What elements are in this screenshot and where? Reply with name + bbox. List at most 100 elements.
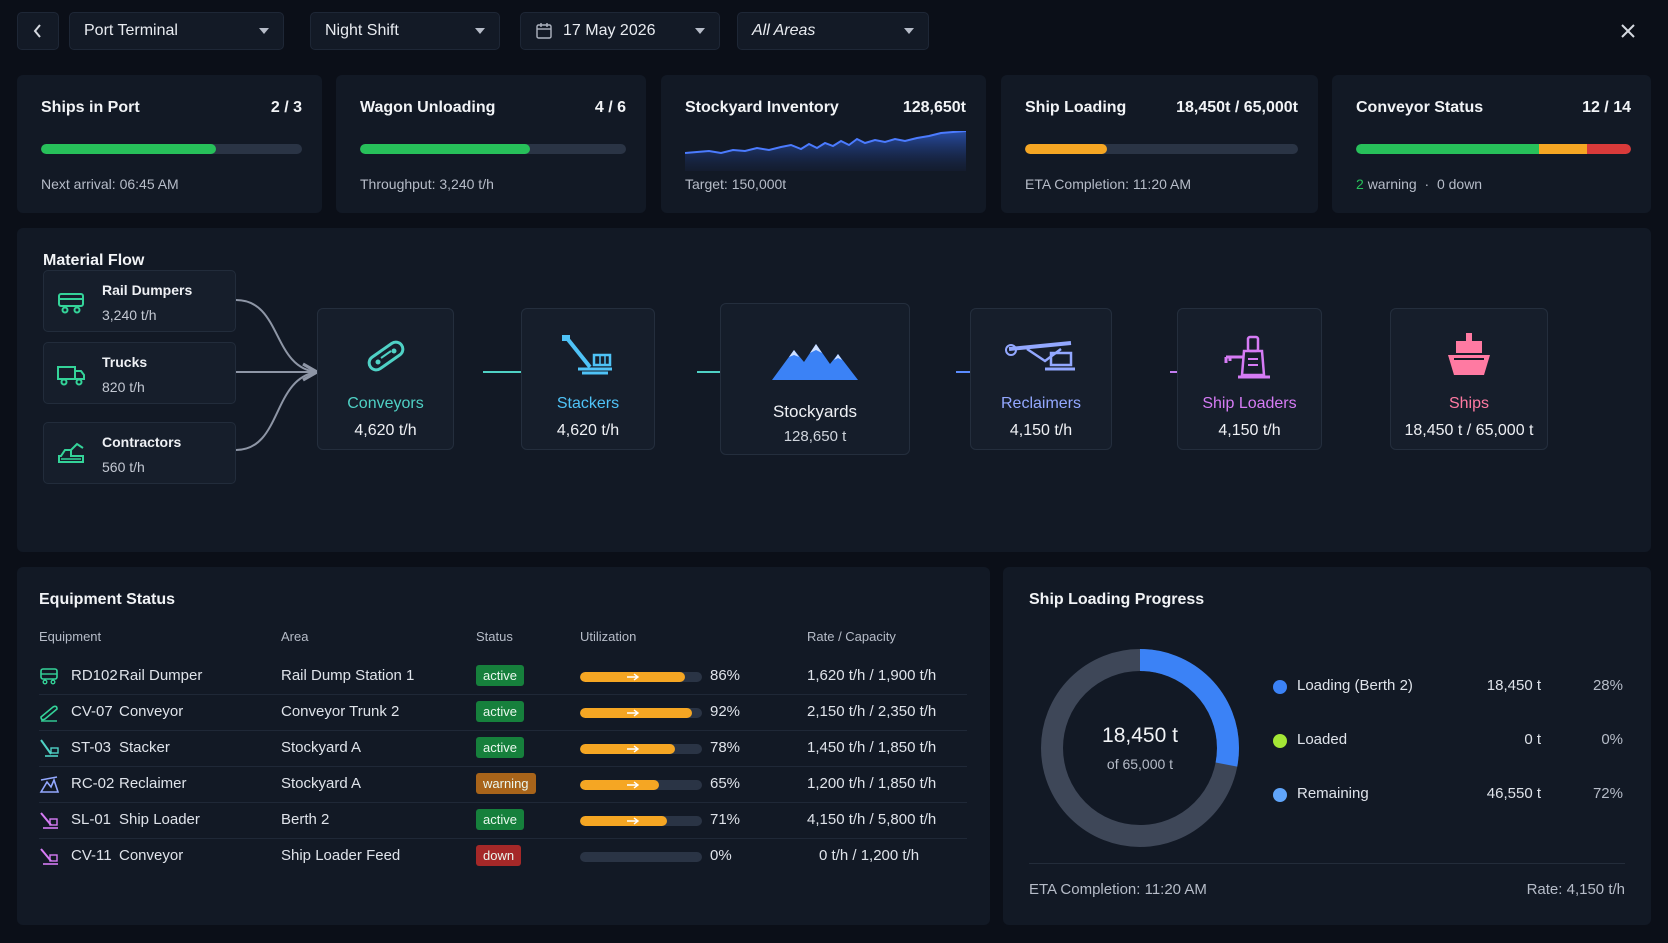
donut-center: 18,450 t of 65,000 t — [1039, 647, 1241, 849]
node-rate: 128,650 t — [783, 428, 847, 445]
source-rail-dumpers[interactable]: Rail Dumpers 3,240 t/h — [43, 270, 236, 332]
kpi-wagon-unloading[interactable]: Wagon Unloading 4 / 6 Throughput: 3,240 … — [336, 75, 646, 213]
shift-select[interactable]: Night Shift — [310, 12, 500, 50]
column-header-area[interactable]: Area — [281, 629, 309, 644]
equipment-area: Stockyard A — [281, 775, 362, 792]
legend-dot — [1273, 734, 1287, 748]
table-row[interactable]: RC-02 Reclaimer Stockyard A warning 65% … — [39, 765, 967, 803]
chevron-down-icon — [475, 28, 485, 34]
source-rate: 820 t/h — [102, 379, 145, 395]
node-name: Ships — [1448, 395, 1490, 412]
kpi-footnote: Next arrival: 06:45 AM — [41, 176, 179, 192]
utilization-value: 86% — [710, 667, 741, 684]
kpi-footnote: Target: 150,000t — [685, 176, 787, 192]
node-rate: 4,150 t/h — [1009, 422, 1073, 439]
table-row[interactable]: CV-11 Conveyor Ship Loader Feed down 0% … — [39, 837, 967, 875]
reclaimer-icon — [1005, 341, 1075, 371]
top-bar: Port Terminal Night Shift 17 May 2026 Al… — [17, 12, 1651, 50]
arrow-right-icon — [627, 709, 640, 717]
table-row[interactable]: CV-07 Conveyor Conveyor Trunk 2 active 9… — [39, 693, 967, 731]
progress-bar — [360, 144, 626, 154]
down-count: 0 down — [1436, 176, 1483, 192]
chevron-down-icon — [695, 28, 705, 34]
kpi-footnote: ETA Completion: 11:20 AM — [1025, 176, 1192, 192]
ship-icon — [1448, 333, 1490, 375]
status-segment-ok — [1356, 144, 1539, 154]
status-badge: down — [476, 845, 522, 866]
kpi-value: 4 / 6 — [594, 99, 626, 116]
node-rate: 4,620 t/h — [556, 422, 620, 439]
column-header-rate-capacity[interactable]: Rate / Capacity — [807, 629, 896, 644]
donut-loaded-arc — [1041, 649, 1239, 847]
truck-icon — [57, 366, 85, 386]
status-badge: active — [476, 665, 524, 686]
status-badge: active — [476, 809, 524, 830]
source-name: Rail Dumpers — [102, 282, 193, 298]
node-name: Ship Loaders — [1202, 395, 1297, 412]
kpi-stockyard-inventory[interactable]: Stockyard Inventory 128,650t Target: 150… — [661, 75, 986, 213]
equipment-area: Ship Loader Feed — [281, 847, 401, 864]
calendar-icon — [536, 23, 552, 39]
source-contractors[interactable]: Contractors 560 t/h — [43, 422, 236, 484]
column-header-utilization[interactable]: Utilization — [580, 629, 637, 644]
kpi-value: 2 / 3 — [270, 99, 302, 116]
panel-title: Equipment Status — [39, 591, 176, 608]
date-select[interactable]: 17 May 2026 — [520, 12, 720, 50]
kpi-conveyor-status[interactable]: Conveyor Status 12 / 14 2 warning · 0 do… — [1332, 75, 1651, 213]
legend-label: Remaining — [1297, 785, 1369, 802]
conveyor-status-bar — [1356, 144, 1631, 154]
equipment-area: Conveyor Trunk 2 — [281, 703, 400, 720]
utilization-bar — [580, 852, 702, 862]
status-badge: active — [476, 701, 524, 722]
utilization-fill — [580, 816, 667, 826]
equipment-name: Reclaimer — [119, 775, 187, 792]
excavator-icon — [58, 442, 84, 463]
rate-capacity: 1,200 t/h / 1,850 t/h — [807, 775, 937, 792]
area-select-value: All Areas — [752, 22, 816, 39]
legend-loading: Loading (Berth 2) 18,450 t 28% — [1273, 675, 1623, 699]
close-icon[interactable] — [1615, 18, 1641, 44]
status-segment-down — [1587, 144, 1631, 154]
arrow-right-icon — [627, 745, 640, 753]
stockpile-icon — [772, 344, 858, 380]
panel-title: Ship Loading Progress — [1029, 591, 1205, 608]
kpi-value: 18,450t / 65,000t — [1176, 99, 1298, 116]
node-ships[interactable]: Ships 18,450 t / 65,000 t — [1390, 308, 1548, 450]
node-stackers[interactable]: Stackers 4,620 t/h — [521, 308, 655, 450]
ship-loader-icon — [40, 848, 58, 865]
node-conveyors[interactable]: Conveyors 4,620 t/h — [317, 308, 454, 450]
arrow-right-icon — [627, 673, 640, 681]
node-ship-loaders[interactable]: Ship Loaders 4,150 t/h — [1177, 308, 1322, 450]
terminal-select[interactable]: Port Terminal — [69, 12, 284, 50]
source-trucks[interactable]: Trucks 820 t/h — [43, 342, 236, 404]
node-reclaimers[interactable]: Reclaimers 4,150 t/h — [970, 308, 1112, 450]
column-header-equipment[interactable]: Equipment — [39, 629, 102, 644]
kpi-title: Ships in Port — [41, 99, 140, 116]
kpi-ships-in-port[interactable]: Ships in Port 2 / 3 Next arrival: 06:45 … — [17, 75, 322, 213]
rate-capacity: 1,450 t/h / 1,850 t/h — [807, 739, 937, 756]
legend-percent: 0% — [1601, 731, 1623, 748]
kpi-ship-loading[interactable]: Ship Loading 18,450t / 65,000t ETA Compl… — [1001, 75, 1318, 213]
equipment-id: SL-01 — [71, 811, 112, 828]
area-select[interactable]: All Areas — [737, 12, 929, 50]
donut-subtitle: of 65,000 t — [1106, 756, 1174, 772]
status-badge: active — [476, 737, 524, 758]
stacker-icon — [562, 335, 612, 375]
node-stockyards[interactable]: Stockyards 128,650 t — [720, 303, 910, 455]
table-row[interactable]: RD102 Rail Dumper Rail Dump Station 1 ac… — [39, 657, 967, 695]
kpi-title: Wagon Unloading — [360, 99, 496, 116]
kpi-title: Conveyor Status — [1356, 99, 1484, 116]
back-button[interactable] — [17, 12, 59, 50]
table-row[interactable]: ST-03 Stacker Stockyard A active 78% 1,4… — [39, 729, 967, 767]
conveyor-icon — [40, 705, 58, 722]
inventory-sparkline — [685, 131, 966, 171]
utilization-bar — [580, 816, 702, 826]
legend-percent: 28% — [1592, 677, 1623, 694]
utilization-bar — [580, 708, 702, 718]
rail-car-icon — [40, 668, 58, 685]
legend-value: 46,550 t — [1486, 785, 1541, 802]
source-name: Trucks — [102, 354, 148, 370]
column-header-status[interactable]: Status — [476, 629, 513, 644]
table-row[interactable]: SL-01 Ship Loader Berth 2 active 71% 4,1… — [39, 801, 967, 839]
node-name: Stockyards — [772, 402, 858, 421]
